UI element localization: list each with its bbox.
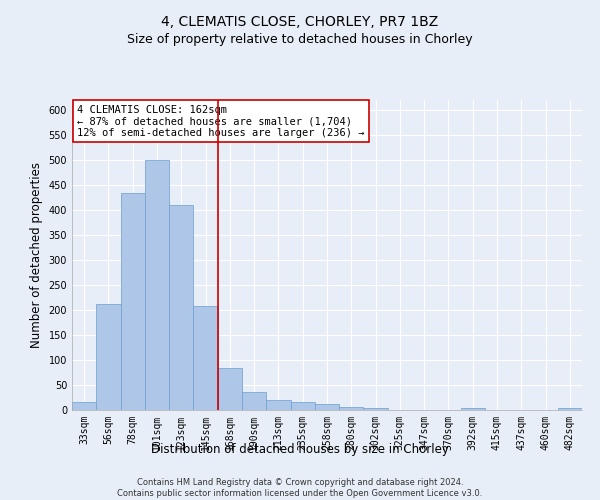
Text: 4, CLEMATIS CLOSE, CHORLEY, PR7 1BZ: 4, CLEMATIS CLOSE, CHORLEY, PR7 1BZ [161,15,439,29]
Text: Contains HM Land Registry data © Crown copyright and database right 2024.
Contai: Contains HM Land Registry data © Crown c… [118,478,482,498]
Text: 4 CLEMATIS CLOSE: 162sqm
← 87% of detached houses are smaller (1,704)
12% of sem: 4 CLEMATIS CLOSE: 162sqm ← 87% of detach… [77,104,365,138]
Bar [169,205,193,410]
Y-axis label: Number of detached properties: Number of detached properties [30,162,43,348]
Bar [315,404,339,410]
Bar [266,400,290,410]
Bar [193,306,218,410]
Text: Size of property relative to detached houses in Chorley: Size of property relative to detached ho… [127,32,473,46]
Bar [72,402,96,410]
Bar [96,304,121,410]
Bar [242,392,266,410]
Text: Distribution of detached houses by size in Chorley: Distribution of detached houses by size … [151,442,449,456]
Bar [290,402,315,410]
Bar [218,368,242,410]
Bar [145,160,169,410]
Bar [364,408,388,410]
Bar [121,192,145,410]
Bar [461,408,485,410]
Bar [558,408,582,410]
Bar [339,406,364,410]
